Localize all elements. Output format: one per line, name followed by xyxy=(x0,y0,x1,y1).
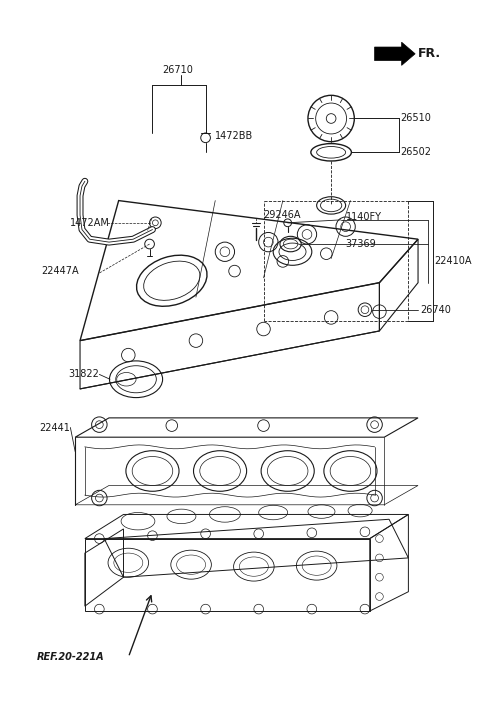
Text: 22441: 22441 xyxy=(39,422,71,432)
Text: 26502: 26502 xyxy=(401,147,432,158)
Text: FR.: FR. xyxy=(418,47,441,60)
Text: 37369: 37369 xyxy=(346,239,376,249)
Text: 22410A: 22410A xyxy=(434,256,472,266)
Text: 26710: 26710 xyxy=(162,65,193,75)
Text: 31822: 31822 xyxy=(69,369,99,379)
Text: REF.20-221A: REF.20-221A xyxy=(36,652,104,662)
Text: 26510: 26510 xyxy=(401,114,432,123)
Text: 1472BB: 1472BB xyxy=(215,131,253,141)
Text: 1472AM: 1472AM xyxy=(71,218,110,228)
Text: 22447A: 22447A xyxy=(41,266,79,276)
Text: 1140FY: 1140FY xyxy=(346,212,382,222)
Text: 29246A: 29246A xyxy=(264,210,301,220)
Text: 26740: 26740 xyxy=(420,305,451,315)
Polygon shape xyxy=(374,42,415,65)
